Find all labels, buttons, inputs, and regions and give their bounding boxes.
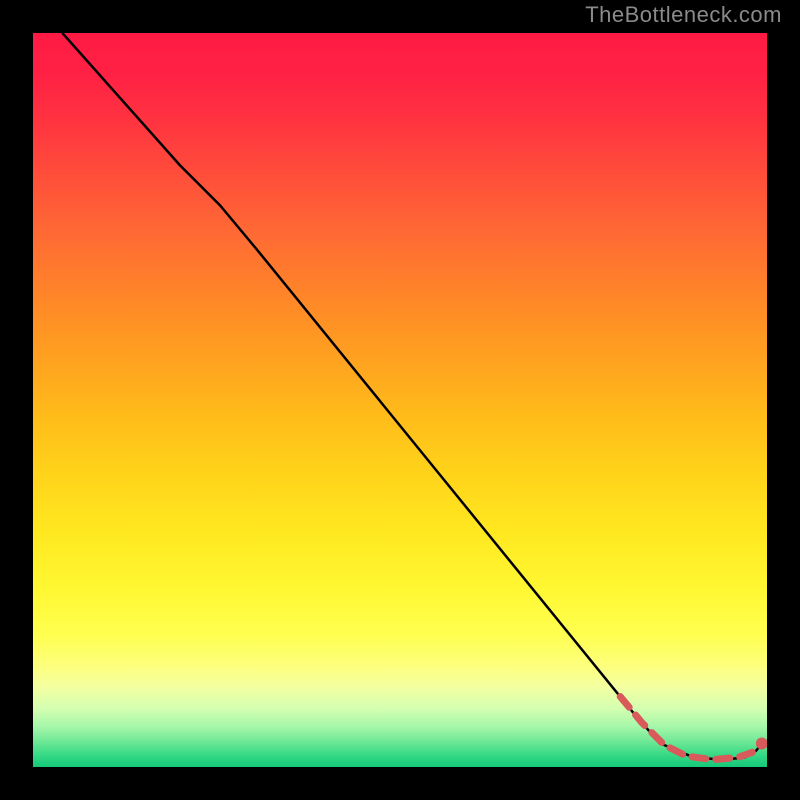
chart-background (33, 33, 767, 767)
watermark-text: TheBottleneck.com (585, 2, 782, 28)
chart-svg (33, 33, 767, 767)
chart-plot-area (33, 33, 767, 767)
